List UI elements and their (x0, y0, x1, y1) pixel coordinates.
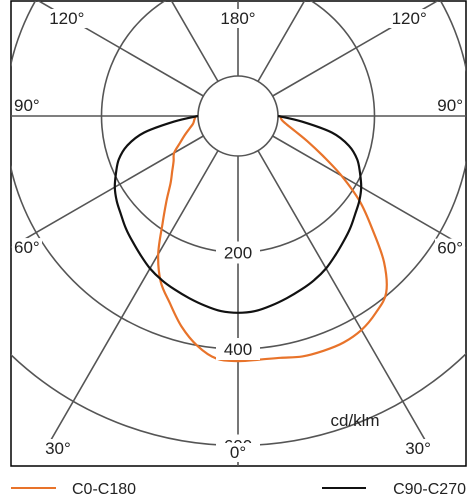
angle-label: 180° (220, 9, 255, 28)
intensity-curves (113, 114, 388, 363)
angle-label-bg (12, 96, 42, 115)
spoke-60 (272, 135, 466, 249)
angle-label-bg (42, 439, 73, 458)
spoke-30 (257, 150, 433, 452)
spoke-330 (43, 150, 219, 452)
angle-label: 120° (392, 9, 427, 28)
legend: C0-C180 C90-C270 (11, 481, 466, 497)
angle-label: 120° (49, 9, 84, 28)
series-curve-c90-c270 (113, 114, 363, 314)
angle-label-bg (46, 9, 87, 28)
unit-label: cd/klm (330, 411, 379, 430)
spoke-300 (11, 135, 204, 248)
angle-label-bg (12, 238, 42, 258)
angle-label-bg (389, 9, 430, 28)
angle-label-bg (218, 9, 258, 28)
radial-tick-label: 200 (224, 244, 252, 263)
chart-labels: 200400600cd/klm0°30°30°60°60°90°90°120°1… (12, 9, 465, 462)
tick-bg-400 (216, 338, 260, 360)
angle-label-bg (218, 443, 258, 462)
spoke-150 (257, 1, 306, 82)
angle-label: 90° (14, 96, 40, 115)
angle-label: 60° (437, 239, 463, 258)
angle-label-bg (403, 439, 434, 458)
radial-tick-label: 400 (224, 340, 252, 359)
series-curve-c0-c180 (157, 115, 388, 363)
angle-label: 90° (437, 96, 463, 115)
angle-label: 30° (405, 439, 431, 458)
spoke-210 (170, 1, 219, 82)
tick-bg-200 (216, 241, 260, 264)
angle-label-bg (435, 238, 465, 258)
angle-label: 60° (14, 238, 40, 257)
angle-label: 0° (230, 443, 246, 462)
legend-label-c90-c270: C90-C270 (393, 481, 466, 497)
angle-label-bg (435, 96, 465, 115)
angle-label: 30° (45, 439, 71, 458)
legend-label-c0-c180: C0-C180 (72, 481, 136, 497)
